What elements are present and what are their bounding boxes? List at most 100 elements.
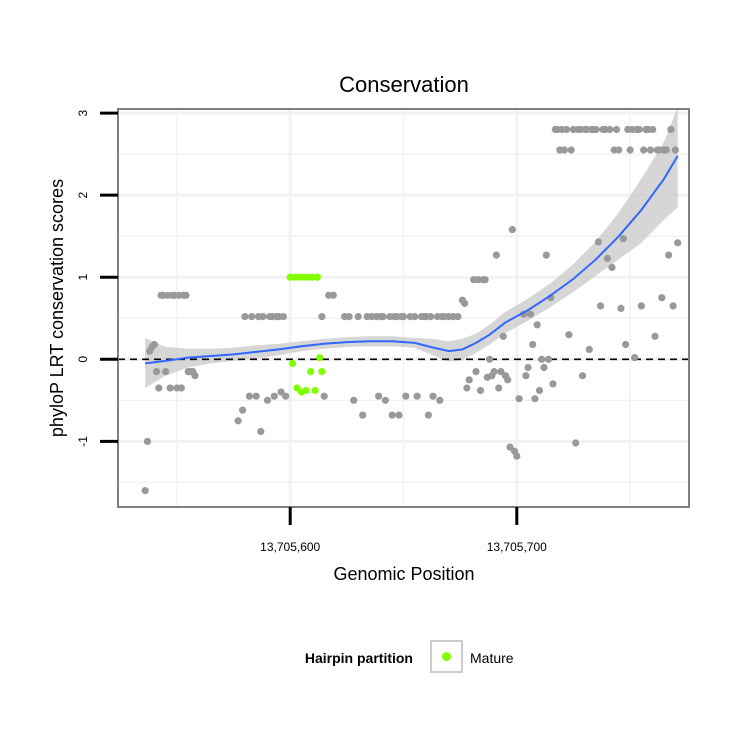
other-point — [572, 439, 580, 447]
other-point — [504, 376, 512, 384]
other-point — [329, 291, 337, 299]
smooth-fit-line — [145, 155, 679, 365]
other-point — [381, 396, 389, 404]
other-point — [640, 146, 648, 154]
other-point — [522, 372, 530, 380]
other-point — [461, 299, 469, 308]
other-point — [608, 263, 616, 271]
other-point — [567, 146, 575, 154]
other-point — [241, 313, 249, 321]
other-point — [345, 313, 353, 321]
legend-title: Hairpin partition — [305, 650, 413, 666]
other-point — [658, 294, 666, 302]
other-point — [259, 313, 267, 321]
other-point — [617, 304, 625, 312]
other-point — [667, 125, 675, 134]
other-point — [177, 384, 185, 392]
other-point — [150, 340, 158, 349]
other-point — [411, 313, 419, 321]
other-point — [379, 313, 387, 321]
other-point — [239, 406, 247, 414]
other-point — [671, 146, 680, 154]
other-point — [166, 384, 174, 392]
other-point — [375, 392, 383, 400]
other-point — [622, 340, 630, 349]
other-point — [427, 313, 435, 321]
other-point — [531, 395, 539, 403]
other-point — [320, 392, 328, 400]
other-point — [252, 392, 260, 400]
other-point — [544, 355, 553, 363]
other-point — [524, 363, 532, 372]
other-point — [560, 146, 569, 154]
other-point — [612, 125, 621, 134]
other-point — [141, 487, 149, 495]
other-point — [594, 238, 603, 246]
other-point — [499, 332, 507, 340]
other-point — [263, 396, 272, 404]
mature-point — [307, 368, 315, 376]
legend-mature-dot — [442, 652, 451, 661]
mature-point — [288, 359, 297, 367]
other-point — [279, 313, 287, 321]
other-point — [481, 276, 489, 284]
other-point — [492, 251, 500, 259]
other-point — [578, 372, 587, 380]
other-point — [563, 125, 571, 134]
other-point — [606, 125, 614, 134]
other-point — [631, 354, 639, 362]
other-point — [635, 125, 643, 134]
other-point — [234, 417, 242, 425]
other-point — [615, 146, 623, 154]
other-point — [651, 332, 659, 340]
other-point — [395, 411, 403, 419]
other-point — [538, 355, 546, 363]
other-point — [490, 368, 498, 376]
other-point — [508, 226, 516, 234]
y-axis: -1 0 1 2 3 — [76, 109, 118, 447]
other-point — [476, 386, 485, 395]
other-point — [436, 396, 444, 404]
other-point — [270, 392, 278, 400]
other-point — [354, 313, 362, 321]
other-point — [388, 411, 396, 419]
other-point — [155, 384, 163, 392]
other-point — [649, 125, 657, 134]
x-axis: 13,705,600 13,705,700 — [260, 507, 547, 554]
other-point — [592, 125, 600, 134]
other-point — [399, 313, 408, 321]
other-point — [465, 376, 473, 384]
y-tick-label: 0 — [76, 356, 90, 363]
other-point — [191, 372, 199, 380]
other-point — [454, 313, 462, 321]
other-point — [472, 368, 480, 376]
mature-point — [311, 386, 319, 395]
other-point — [495, 384, 503, 392]
other-point — [350, 396, 358, 404]
other-point — [257, 427, 265, 436]
other-point — [674, 239, 682, 247]
y-tick-label: 2 — [76, 192, 90, 199]
other-point — [585, 345, 593, 353]
other-point — [463, 384, 471, 392]
other-point — [540, 363, 548, 372]
other-point — [245, 392, 253, 400]
other-point — [413, 392, 421, 400]
other-point — [424, 411, 432, 419]
x-axis-title: Genomic Position — [333, 564, 474, 584]
other-point — [597, 302, 605, 310]
y-tick-label: 3 — [76, 109, 90, 116]
other-point — [535, 386, 544, 395]
other-point — [626, 146, 634, 154]
other-point — [619, 235, 627, 243]
other-point — [533, 321, 541, 329]
other-point — [486, 355, 494, 363]
chart-title: Conservation — [339, 72, 469, 97]
other-point — [549, 380, 557, 388]
other-point — [143, 437, 152, 445]
other-point — [497, 368, 505, 376]
other-point — [662, 146, 670, 154]
other-point — [637, 302, 646, 310]
other-point — [526, 310, 535, 318]
